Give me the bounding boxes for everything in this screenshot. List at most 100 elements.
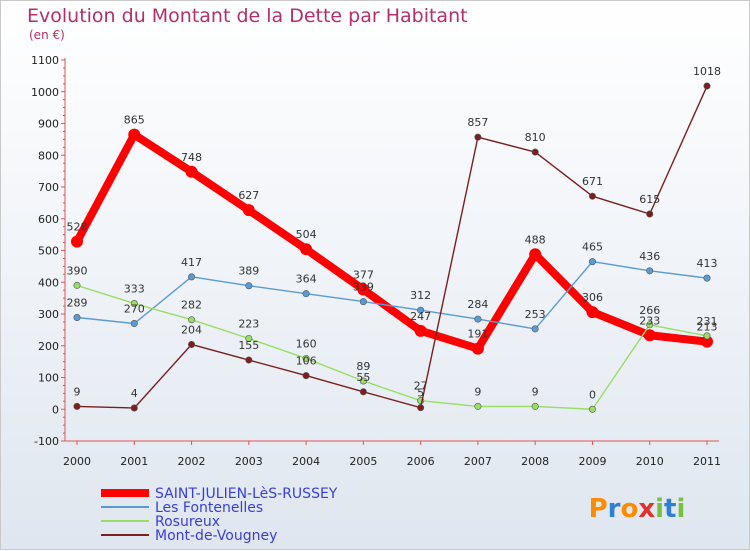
data-point (474, 133, 482, 141)
data-label: 0 (589, 388, 596, 401)
data-label: 865 (124, 114, 145, 127)
data-label: 9 (474, 385, 481, 398)
data-point (130, 404, 138, 412)
data-point (245, 282, 253, 290)
data-point (302, 354, 310, 362)
y-tick-label: 1100 (31, 54, 59, 67)
data-point (701, 335, 713, 348)
data-label: 223 (238, 317, 259, 330)
data-label: 748 (181, 151, 202, 164)
data-point (531, 148, 539, 156)
x-tick-label: 2002 (178, 455, 206, 468)
data-point (703, 82, 711, 90)
brand-logo: Proxiti (589, 494, 686, 524)
data-label: 4 (131, 387, 138, 400)
data-label: 333 (124, 283, 145, 296)
y-tick-label: -100 (34, 435, 59, 448)
data-point (588, 405, 596, 413)
data-label: 89 (356, 360, 370, 373)
data-point (188, 340, 196, 348)
data-label: 270 (124, 303, 145, 316)
x-tick-label: 2003 (235, 455, 263, 468)
data-label: 377 (353, 269, 374, 282)
data-point (414, 324, 427, 337)
data-label: 1018 (693, 65, 721, 78)
data-point (242, 204, 255, 217)
data-point (474, 315, 482, 323)
data-point (417, 306, 425, 314)
data-point (586, 306, 599, 319)
data-label: 627 (238, 189, 259, 202)
data-label: 615 (639, 193, 660, 206)
x-tick-label: 2001 (120, 455, 148, 468)
x-tick-label: 2010 (636, 455, 664, 468)
data-point (531, 325, 539, 333)
data-label: 204 (181, 323, 202, 336)
data-label: 9 (532, 385, 539, 398)
data-point (359, 377, 367, 385)
data-point (531, 402, 539, 410)
data-point (646, 321, 654, 329)
y-tick-label: 500 (38, 245, 59, 258)
y-tick-label: 100 (38, 372, 59, 385)
data-label: 413 (697, 257, 718, 270)
data-label: 306 (582, 291, 603, 304)
y-tick-label: 800 (38, 149, 59, 162)
data-point (703, 332, 711, 340)
data-point (359, 298, 367, 306)
data-point (302, 372, 310, 380)
y-tick-label: 1000 (31, 86, 59, 99)
data-label: 528 (67, 221, 88, 234)
data-label: 213 (697, 321, 718, 334)
data-point (245, 356, 253, 364)
data-point (529, 248, 542, 261)
chart-unit: (en €) (29, 28, 65, 42)
data-label: 857 (467, 116, 488, 129)
data-label: 417 (181, 256, 202, 269)
data-point (130, 300, 138, 308)
data-point (71, 235, 83, 248)
data-label: 5 (417, 387, 424, 400)
chart-title: Evolution du Montant de la Dette par Hab… (27, 5, 468, 27)
legend-item: Mont-de-Vougney (155, 528, 277, 544)
data-point (703, 274, 711, 282)
data-point (185, 165, 198, 178)
data-label: 233 (639, 314, 660, 327)
data-label: 282 (181, 299, 202, 312)
data-point (188, 273, 196, 281)
data-point (471, 342, 484, 355)
data-label: 106 (296, 355, 317, 368)
data-label: 55 (356, 371, 370, 384)
x-tick-label: 2004 (292, 455, 320, 468)
brand-letter: o (620, 494, 638, 524)
y-tick-label: 900 (38, 118, 59, 131)
y-tick-label: 200 (38, 340, 59, 353)
data-point (646, 267, 654, 275)
data-label: 390 (67, 264, 88, 277)
x-tick-label: 2000 (63, 455, 91, 468)
data-point (73, 313, 81, 321)
data-label: 160 (296, 337, 317, 350)
x-tick-label: 2008 (521, 455, 549, 468)
data-label: 27 (414, 380, 428, 393)
data-label: 436 (639, 250, 660, 263)
y-tick-label: 700 (38, 181, 59, 194)
y-tick-label: 400 (38, 276, 59, 289)
data-label: 488 (525, 233, 546, 246)
x-tick-label: 2009 (578, 455, 606, 468)
data-point (417, 404, 425, 412)
data-point (588, 258, 596, 266)
legend-item: Les Fontenelles (155, 500, 263, 516)
data-label: 155 (238, 339, 259, 352)
data-point (245, 334, 253, 342)
data-label: 191 (467, 328, 488, 341)
brand-letter: r (608, 494, 621, 524)
data-point (646, 210, 654, 218)
brand-letter: i (676, 494, 685, 524)
series-line (76, 284, 708, 410)
data-label: 339 (353, 281, 374, 294)
data-point (188, 316, 196, 324)
brand-letter: t (664, 494, 676, 524)
